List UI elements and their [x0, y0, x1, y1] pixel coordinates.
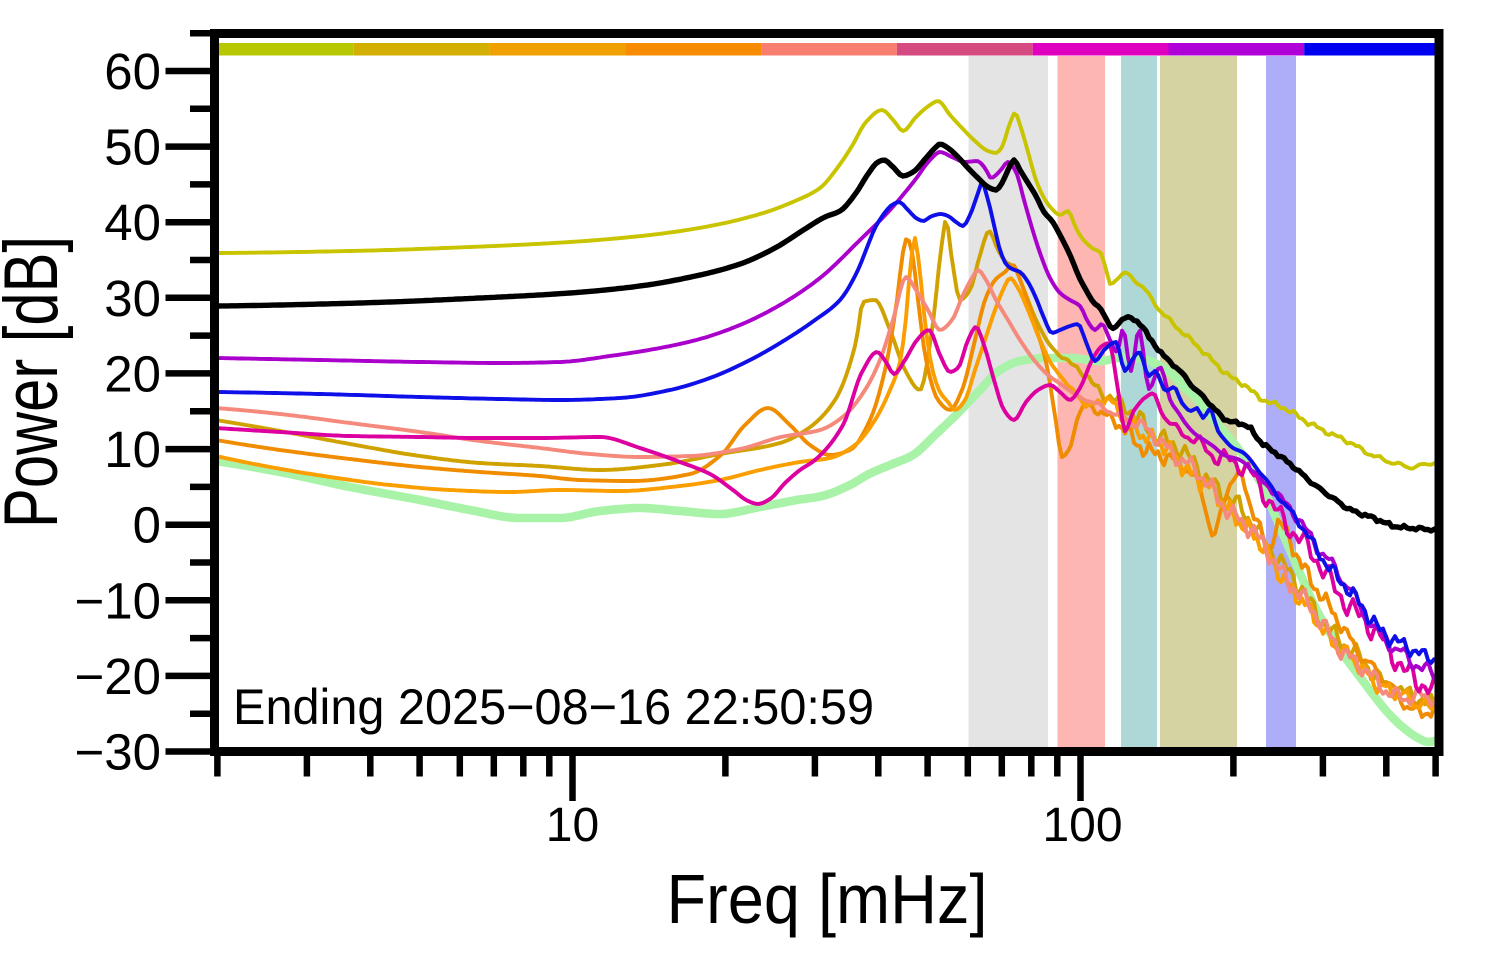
svg-text:Ending 2025−08−16 22:50:59: Ending 2025−08−16 22:50:59 — [233, 679, 874, 735]
svg-text:60: 60 — [104, 43, 161, 100]
svg-text:Freq [mHz]: Freq [mHz] — [667, 860, 988, 938]
svg-text:30: 30 — [104, 270, 161, 327]
svg-text:−10: −10 — [74, 572, 161, 629]
svg-text:20: 20 — [104, 345, 161, 402]
svg-text:0: 0 — [133, 497, 161, 554]
svg-text:Power [dB]: Power [dB] — [0, 236, 74, 528]
svg-text:50: 50 — [104, 119, 161, 176]
svg-text:40: 40 — [104, 194, 161, 251]
svg-text:10: 10 — [546, 799, 599, 852]
svg-text:−30: −30 — [74, 724, 161, 781]
svg-text:100: 100 — [1042, 799, 1122, 852]
svg-text:10: 10 — [104, 421, 161, 478]
svg-text:−20: −20 — [74, 648, 161, 705]
